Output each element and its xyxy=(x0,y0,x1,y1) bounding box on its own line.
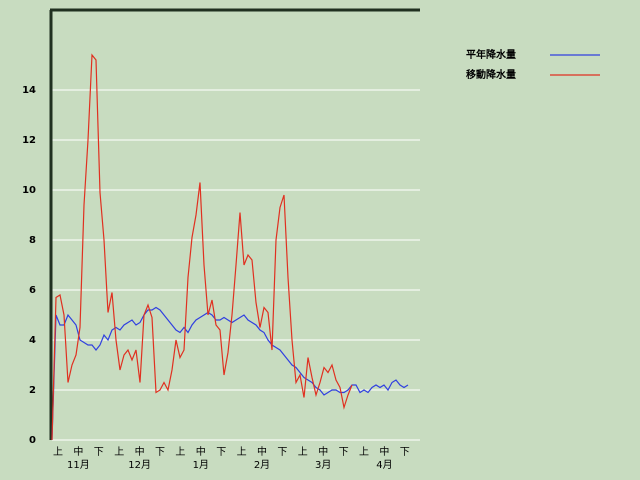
x-tick-label: 上 xyxy=(53,446,63,458)
month-label: 1月 xyxy=(193,459,209,471)
month-label: 2月 xyxy=(254,459,270,471)
month-label: 3月 xyxy=(315,459,331,471)
x-tick-label: 中 xyxy=(257,445,267,458)
legend-label: 移動降水量 xyxy=(466,68,516,81)
x-tick-label: 上 xyxy=(359,446,369,458)
x-tick-label: 中 xyxy=(73,445,83,458)
month-label: 12月 xyxy=(128,459,151,471)
x-tick-label: 上 xyxy=(237,446,247,458)
x-tick-label: 中 xyxy=(379,445,389,458)
month-label: 4月 xyxy=(376,459,392,471)
x-tick-label: 上 xyxy=(175,446,185,458)
y-tick-label: 10 xyxy=(22,185,36,196)
month-label: 11月 xyxy=(67,459,90,471)
x-tick-label: 中 xyxy=(318,445,328,458)
y-tick-label: 0 xyxy=(29,435,36,446)
x-tick-label: 上 xyxy=(298,446,308,458)
x-tick-label: 上 xyxy=(114,446,124,458)
y-tick-label: 8 xyxy=(29,235,36,246)
legend-label: 平年降水量 xyxy=(466,48,516,61)
series-line xyxy=(51,53,353,441)
x-tick-label: 下 xyxy=(94,447,104,458)
y-tick-label: 12 xyxy=(22,135,36,146)
y-tick-label: 4 xyxy=(29,335,36,346)
y-tick-label: 14 xyxy=(22,85,36,96)
series-line xyxy=(51,306,409,441)
y-tick-label: 2 xyxy=(29,385,36,396)
y-tick-label: 6 xyxy=(29,285,36,296)
x-tick-label: 中 xyxy=(135,445,145,458)
x-tick-label: 中 xyxy=(196,445,206,458)
x-tick-label: 下 xyxy=(400,447,410,458)
x-tick-label: 下 xyxy=(277,447,287,458)
x-tick-label: 下 xyxy=(216,447,226,458)
x-tick-label: 下 xyxy=(339,447,349,458)
x-tick-label: 下 xyxy=(155,447,165,458)
